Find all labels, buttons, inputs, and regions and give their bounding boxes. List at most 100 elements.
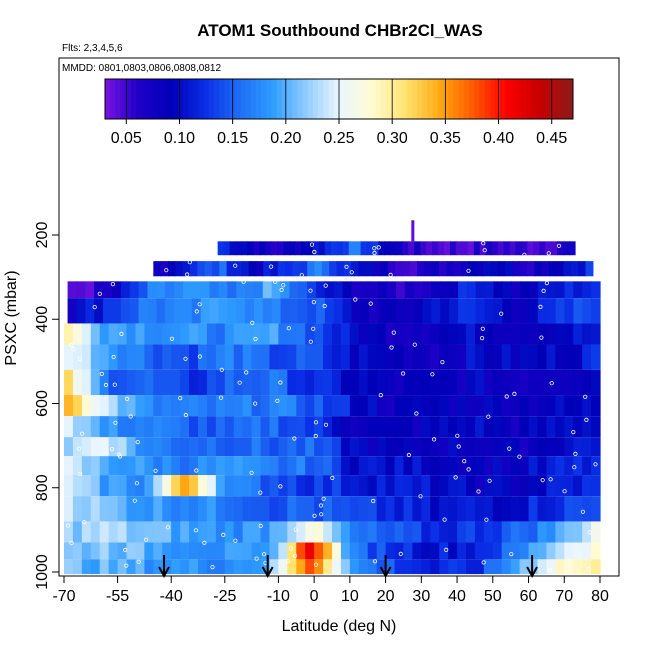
heatmap-cell — [564, 521, 574, 543]
heatmap-cell — [349, 416, 360, 438]
heatmap-cell — [305, 521, 315, 543]
heatmap-cell — [224, 416, 235, 438]
heatmap-cell — [171, 559, 181, 575]
sample-point — [164, 268, 169, 273]
heatmap-cell — [174, 298, 184, 324]
heatmap-cell — [135, 395, 145, 417]
heatmap-cell — [233, 496, 244, 522]
sample-point — [562, 489, 567, 494]
heatmap-cell — [501, 416, 512, 438]
heatmap-cell — [90, 559, 101, 575]
heatmap-cell — [323, 416, 333, 438]
heatmap-cell — [135, 437, 145, 457]
heatmap-cell — [340, 475, 351, 497]
heatmap-cell — [287, 437, 297, 457]
heatmap-cell — [439, 395, 449, 417]
sample-point — [183, 412, 188, 418]
colorbar-segment — [125, 79, 132, 119]
heatmap-cell — [189, 496, 199, 522]
heatmap-cell — [289, 298, 299, 324]
heatmap-cell — [591, 298, 601, 324]
heatmap-cell — [323, 496, 333, 522]
heatmap-cell — [332, 395, 342, 417]
heatmap-cell — [206, 475, 217, 497]
heatmap-cell — [117, 437, 128, 457]
heatmap-cell — [233, 559, 244, 575]
heatmap-cell — [421, 323, 431, 345]
sample-point — [571, 429, 576, 435]
heatmap-cell — [64, 416, 74, 438]
heatmap-cell — [242, 496, 253, 522]
heatmap-cell — [573, 323, 583, 345]
sample-point — [418, 494, 423, 499]
sample-point — [587, 530, 592, 535]
sample-point — [312, 249, 317, 255]
heatmap-cell — [314, 559, 324, 575]
heatmap-cell — [502, 281, 512, 299]
heatmap-cell — [367, 344, 378, 370]
heatmap-cell — [117, 559, 128, 575]
heatmap-cell — [314, 416, 324, 438]
heatmap-cell — [528, 475, 539, 497]
heatmap-cell — [180, 323, 190, 345]
heatmap-cell — [99, 437, 110, 457]
heatmap-cell — [466, 475, 476, 497]
heatmap-cell — [314, 542, 324, 560]
heatmap-cell — [475, 261, 484, 277]
heatmap-cell — [156, 281, 166, 299]
heatmap-cell — [367, 323, 378, 345]
heatmap-cell — [573, 369, 583, 396]
heatmap-cell — [129, 298, 140, 324]
heatmap-cell — [384, 241, 391, 256]
heatmap-cell — [340, 496, 351, 522]
heatmap-cell — [64, 395, 74, 417]
colorbar-segment — [333, 79, 340, 119]
heatmap-cell — [564, 456, 574, 476]
heatmap-cell — [412, 369, 422, 396]
heatmap-cell — [591, 542, 601, 560]
heatmap-cell — [218, 298, 228, 324]
heatmap-cell — [529, 298, 539, 324]
sample-point — [322, 303, 327, 309]
heatmap-cell — [430, 395, 440, 417]
heatmap-cell — [555, 437, 565, 457]
heatmap-cell — [519, 521, 530, 543]
heatmap-cell — [395, 261, 403, 277]
heatmap-cell — [385, 559, 396, 575]
heatmap-cell — [501, 395, 512, 417]
heatmap-cell — [117, 395, 128, 417]
heatmap-cell — [64, 456, 74, 476]
heatmap-cell — [349, 395, 360, 417]
heatmap-cell — [528, 496, 539, 522]
colorbar-tick-label: 0.45 — [536, 130, 567, 147]
heatmap-cell — [360, 241, 368, 256]
sample-point — [509, 551, 514, 557]
colorbar-segment — [484, 79, 491, 119]
sample-point — [77, 356, 82, 361]
heatmap-cell — [255, 261, 264, 277]
heatmap-cell — [251, 416, 262, 438]
heatmap-cell — [340, 416, 351, 438]
heatmap-cell — [287, 475, 297, 497]
heatmap-cell — [474, 323, 485, 345]
heatmap-cell — [153, 496, 163, 522]
heatmap-cell — [162, 521, 172, 543]
heatmap-cell — [72, 496, 83, 522]
heatmap-cell — [126, 416, 137, 438]
heatmap-cell — [215, 559, 226, 575]
heatmap-cell — [117, 323, 128, 345]
heatmap-cell — [189, 521, 199, 543]
heatmap-cell — [395, 281, 406, 299]
heatmap-cell — [227, 298, 237, 324]
heatmap-cell — [591, 521, 601, 543]
heatmap-cell — [215, 521, 226, 543]
heatmap-cell — [537, 475, 547, 497]
heatmap-cell — [573, 521, 583, 543]
heatmap-cell — [180, 559, 190, 575]
sample-point — [538, 304, 543, 309]
colorbar-segment — [406, 79, 413, 119]
heatmap-cell — [439, 369, 449, 396]
heatmap-cell — [99, 416, 110, 438]
sample-point — [124, 396, 130, 401]
heatmap-cell — [546, 456, 556, 476]
